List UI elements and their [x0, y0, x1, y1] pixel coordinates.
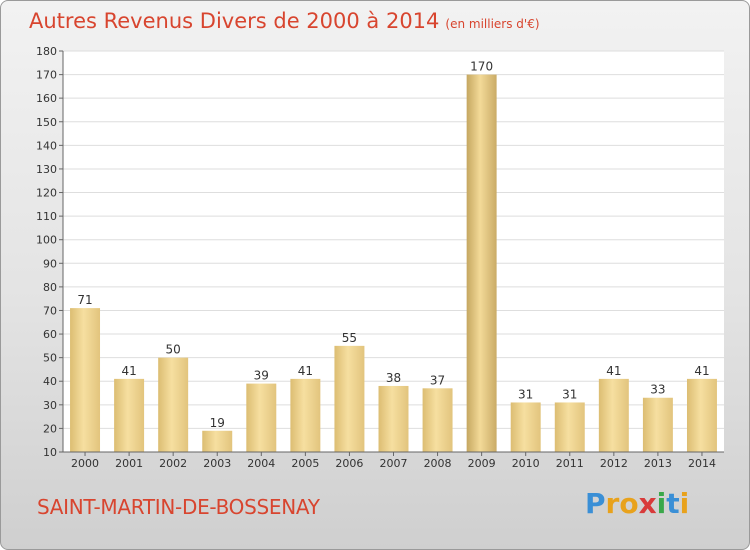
value-label-2007: 38	[386, 371, 401, 385]
value-label-2009: 170	[470, 60, 493, 74]
bar-2013	[642, 397, 673, 452]
logo-letter: i	[679, 487, 690, 520]
bar-2001	[114, 378, 145, 452]
x-tick-label-2012: 2012	[600, 457, 628, 470]
value-label-2003: 19	[210, 416, 225, 430]
y-tick-label: 90	[43, 257, 57, 270]
x-tick-label-2000: 2000	[71, 457, 99, 470]
chart-title: Autres Revenus Divers de 2000 à 2014 (en …	[29, 9, 540, 33]
bar-2005	[290, 378, 321, 452]
y-tick-label: 120	[36, 187, 57, 200]
y-tick-label: 170	[36, 69, 57, 82]
bar-2011	[554, 402, 585, 452]
x-tick-label-2002: 2002	[159, 457, 187, 470]
x-tick-label-2011: 2011	[556, 457, 584, 470]
bar-2010	[510, 402, 541, 452]
proxiti-logo: Proxiti	[585, 487, 689, 520]
y-tick-label: 160	[36, 92, 57, 105]
x-tick-label-2008: 2008	[424, 457, 452, 470]
value-label-2001: 41	[121, 364, 136, 378]
value-label-2013: 33	[650, 383, 665, 397]
bars: 71 41 50 19 39 41 55 38 37 170 31 31 41 33 41	[70, 60, 717, 453]
x-tick-label-2003: 2003	[203, 457, 231, 470]
y-tick-label: 100	[36, 234, 57, 247]
title-unit: (en milliers d'€)	[445, 17, 540, 31]
value-label-2011: 31	[562, 387, 577, 401]
value-label-2002: 50	[166, 343, 181, 357]
logo-letter: x	[638, 487, 657, 520]
y-tick-label: 60	[43, 328, 57, 341]
logo-letter: o	[619, 487, 639, 520]
logo-letter: r	[605, 487, 620, 520]
y-tick-label: 10	[43, 446, 57, 459]
y-tick-label: 70	[43, 304, 57, 317]
bar-2009	[466, 74, 497, 453]
value-label-2008: 37	[430, 373, 445, 387]
bar-2008	[422, 388, 453, 452]
bar-2012	[598, 378, 629, 452]
x-tick-label-2004: 2004	[247, 457, 275, 470]
bar-2000	[70, 308, 101, 452]
logo-letter: t	[666, 487, 680, 520]
axes: 10 20 30 40 50 60 70 80 90 100 110 120 130 140 150 160 1…	[36, 45, 724, 470]
bar-2002	[158, 357, 189, 452]
y-tick-label: 180	[36, 45, 57, 58]
bar-2006	[334, 345, 365, 452]
value-label-2010: 31	[518, 387, 533, 401]
x-tick-label-2013: 2013	[644, 457, 672, 470]
y-tick-label: 50	[43, 352, 57, 365]
x-tick-label-2014: 2014	[688, 457, 716, 470]
logo-letter: i	[656, 487, 667, 520]
y-tick-label: 140	[36, 139, 57, 152]
y-tick-label: 20	[43, 422, 57, 435]
commune-name: SAINT-MARTIN-DE-BOSSENAY	[37, 495, 320, 519]
value-label-2012: 41	[606, 364, 621, 378]
x-tick-label-2001: 2001	[115, 457, 143, 470]
logo-letter: P	[585, 487, 606, 520]
y-tick-label: 150	[36, 116, 57, 129]
x-tick-label-2010: 2010	[512, 457, 540, 470]
y-tick-label: 130	[36, 163, 57, 176]
value-label-2000: 71	[77, 293, 92, 307]
value-label-2005: 41	[298, 364, 313, 378]
y-tick-label: 30	[43, 399, 57, 412]
x-tick-label-2009: 2009	[468, 457, 496, 470]
value-label-2004: 39	[254, 369, 269, 383]
x-tick-label-2005: 2005	[291, 457, 319, 470]
y-tick-label: 40	[43, 375, 57, 388]
bar-2003	[202, 430, 233, 452]
bar-2007	[378, 385, 409, 452]
bar-2004	[246, 383, 277, 452]
x-tick-label-2006: 2006	[335, 457, 363, 470]
x-tick-label-2007: 2007	[380, 457, 408, 470]
y-tick-label: 80	[43, 281, 57, 294]
value-label-2014: 41	[694, 364, 709, 378]
y-tick-label: 110	[36, 210, 57, 223]
value-label-2006: 55	[342, 331, 357, 345]
title-main: Autres Revenus Divers de 2000 à 2014	[29, 9, 440, 33]
bar-2014	[686, 378, 717, 452]
